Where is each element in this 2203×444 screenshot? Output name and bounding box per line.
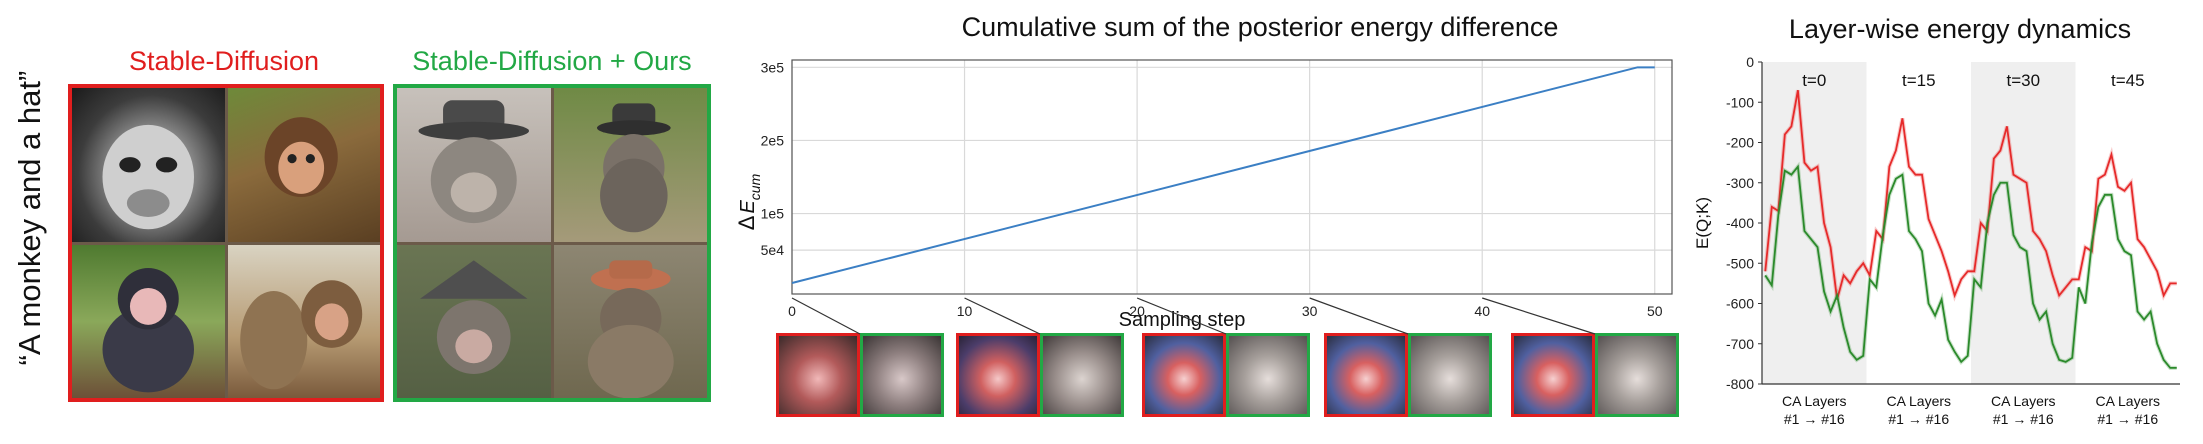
panel-xlabel: CA Layers bbox=[2095, 393, 2160, 409]
prompt-label: “A monkey and a hat” bbox=[12, 70, 47, 366]
panel-label: t=15 bbox=[1902, 71, 1936, 90]
generated-image bbox=[397, 88, 551, 242]
panel-label: t=30 bbox=[2006, 71, 2040, 90]
y-tick-label: 5e4 bbox=[761, 242, 785, 258]
plot-frame bbox=[791, 59, 1673, 295]
generated-image bbox=[553, 244, 707, 398]
group-title-baseline: Stable-Diffusion bbox=[128, 46, 320, 76]
monkey-with-hat bbox=[418, 100, 530, 224]
thumbnail-baseline bbox=[956, 333, 1040, 417]
thumbnail-ours bbox=[1226, 333, 1310, 417]
series-line bbox=[791, 66, 1655, 285]
y-tick-label: -200 bbox=[1726, 135, 1754, 151]
layerwise-energy-chart: 0 -100 -200 -300 -400 -500 -600 -700 -800 E(Q;K) t… bbox=[1693, 54, 2180, 427]
panel-xlabel: #1 → #16 bbox=[1888, 411, 1949, 427]
thumbnail-ours bbox=[860, 333, 944, 417]
x-tick-label: 30 bbox=[1302, 303, 1318, 319]
baseline-image-grid bbox=[68, 84, 384, 402]
y-tick-label: 2e5 bbox=[761, 132, 785, 148]
monkey-face-brown bbox=[264, 117, 338, 197]
x-tick-label: 10 bbox=[957, 303, 973, 319]
series-line bbox=[1764, 90, 2177, 300]
group-title-ours: Stable-Diffusion + Ours bbox=[412, 46, 692, 76]
panel-xlabel: #1 → #16 bbox=[2097, 411, 2158, 427]
x-tick-label: 40 bbox=[1474, 303, 1490, 319]
y-axis-label: E(Q;K) bbox=[1693, 197, 1712, 249]
panel-label: t=45 bbox=[2111, 71, 2145, 90]
y-axis-label: ΔEcum bbox=[734, 173, 763, 230]
monkey-pair bbox=[239, 279, 362, 389]
thumbnail-baseline bbox=[1324, 333, 1408, 417]
x-axis-label: Sampling step bbox=[1119, 309, 1246, 331]
panel-xlabel: CA Layers bbox=[1886, 393, 1951, 409]
y-tick-label: 3e5 bbox=[761, 59, 785, 75]
thumbnail-baseline bbox=[1511, 333, 1595, 417]
y-tick-label: -100 bbox=[1726, 94, 1754, 110]
panel-label: t=0 bbox=[1802, 71, 1826, 90]
series-line bbox=[1764, 164, 2177, 369]
monkey-with-hat bbox=[587, 259, 674, 398]
y-tick-label: -700 bbox=[1726, 336, 1754, 352]
generated-image bbox=[553, 88, 707, 242]
monkey-sitting-dark bbox=[102, 267, 194, 392]
thumbnail-baseline bbox=[1142, 333, 1226, 417]
monkey-with-hat bbox=[596, 103, 671, 233]
chart-title-layerwise: Layer-wise energy dynamics bbox=[1788, 14, 2132, 44]
y-tick-label: -400 bbox=[1726, 215, 1754, 231]
generated-image bbox=[227, 244, 380, 398]
x-tick-label: 0 bbox=[788, 303, 796, 319]
thumbnail-ours bbox=[1595, 333, 1679, 417]
y-tick-label: -800 bbox=[1726, 376, 1754, 392]
generated-image bbox=[72, 88, 225, 242]
monkey-face-gray bbox=[102, 124, 194, 230]
y-tick-label: -600 bbox=[1726, 296, 1754, 312]
x-tick-label: 50 bbox=[1647, 303, 1663, 319]
monkey-with-hat bbox=[420, 259, 528, 374]
thumbnail-baseline bbox=[776, 333, 860, 417]
panel-xlabel: CA Layers bbox=[1991, 393, 2056, 409]
thumbnail-ours bbox=[1408, 333, 1492, 417]
panel-xlabel: CA Layers bbox=[1782, 393, 1847, 409]
y-tick-label: -300 bbox=[1726, 175, 1754, 191]
chart-title-cumulative: Cumulative sum of the posterior energy d… bbox=[961, 12, 1559, 42]
panel-shade bbox=[1762, 62, 1867, 384]
y-tick-label: 0 bbox=[1746, 54, 1754, 70]
y-tick-label: 1e5 bbox=[761, 206, 785, 222]
generated-image bbox=[227, 88, 380, 242]
ours-image-grid bbox=[393, 84, 711, 402]
panel-xlabel: #1 → #16 bbox=[1993, 411, 2054, 427]
y-tick-label: -500 bbox=[1726, 255, 1754, 271]
panel-xlabel: #1 → #16 bbox=[1784, 411, 1845, 427]
generated-image bbox=[72, 244, 225, 398]
generated-image bbox=[397, 244, 551, 398]
thumbnail-ours bbox=[1040, 333, 1124, 417]
